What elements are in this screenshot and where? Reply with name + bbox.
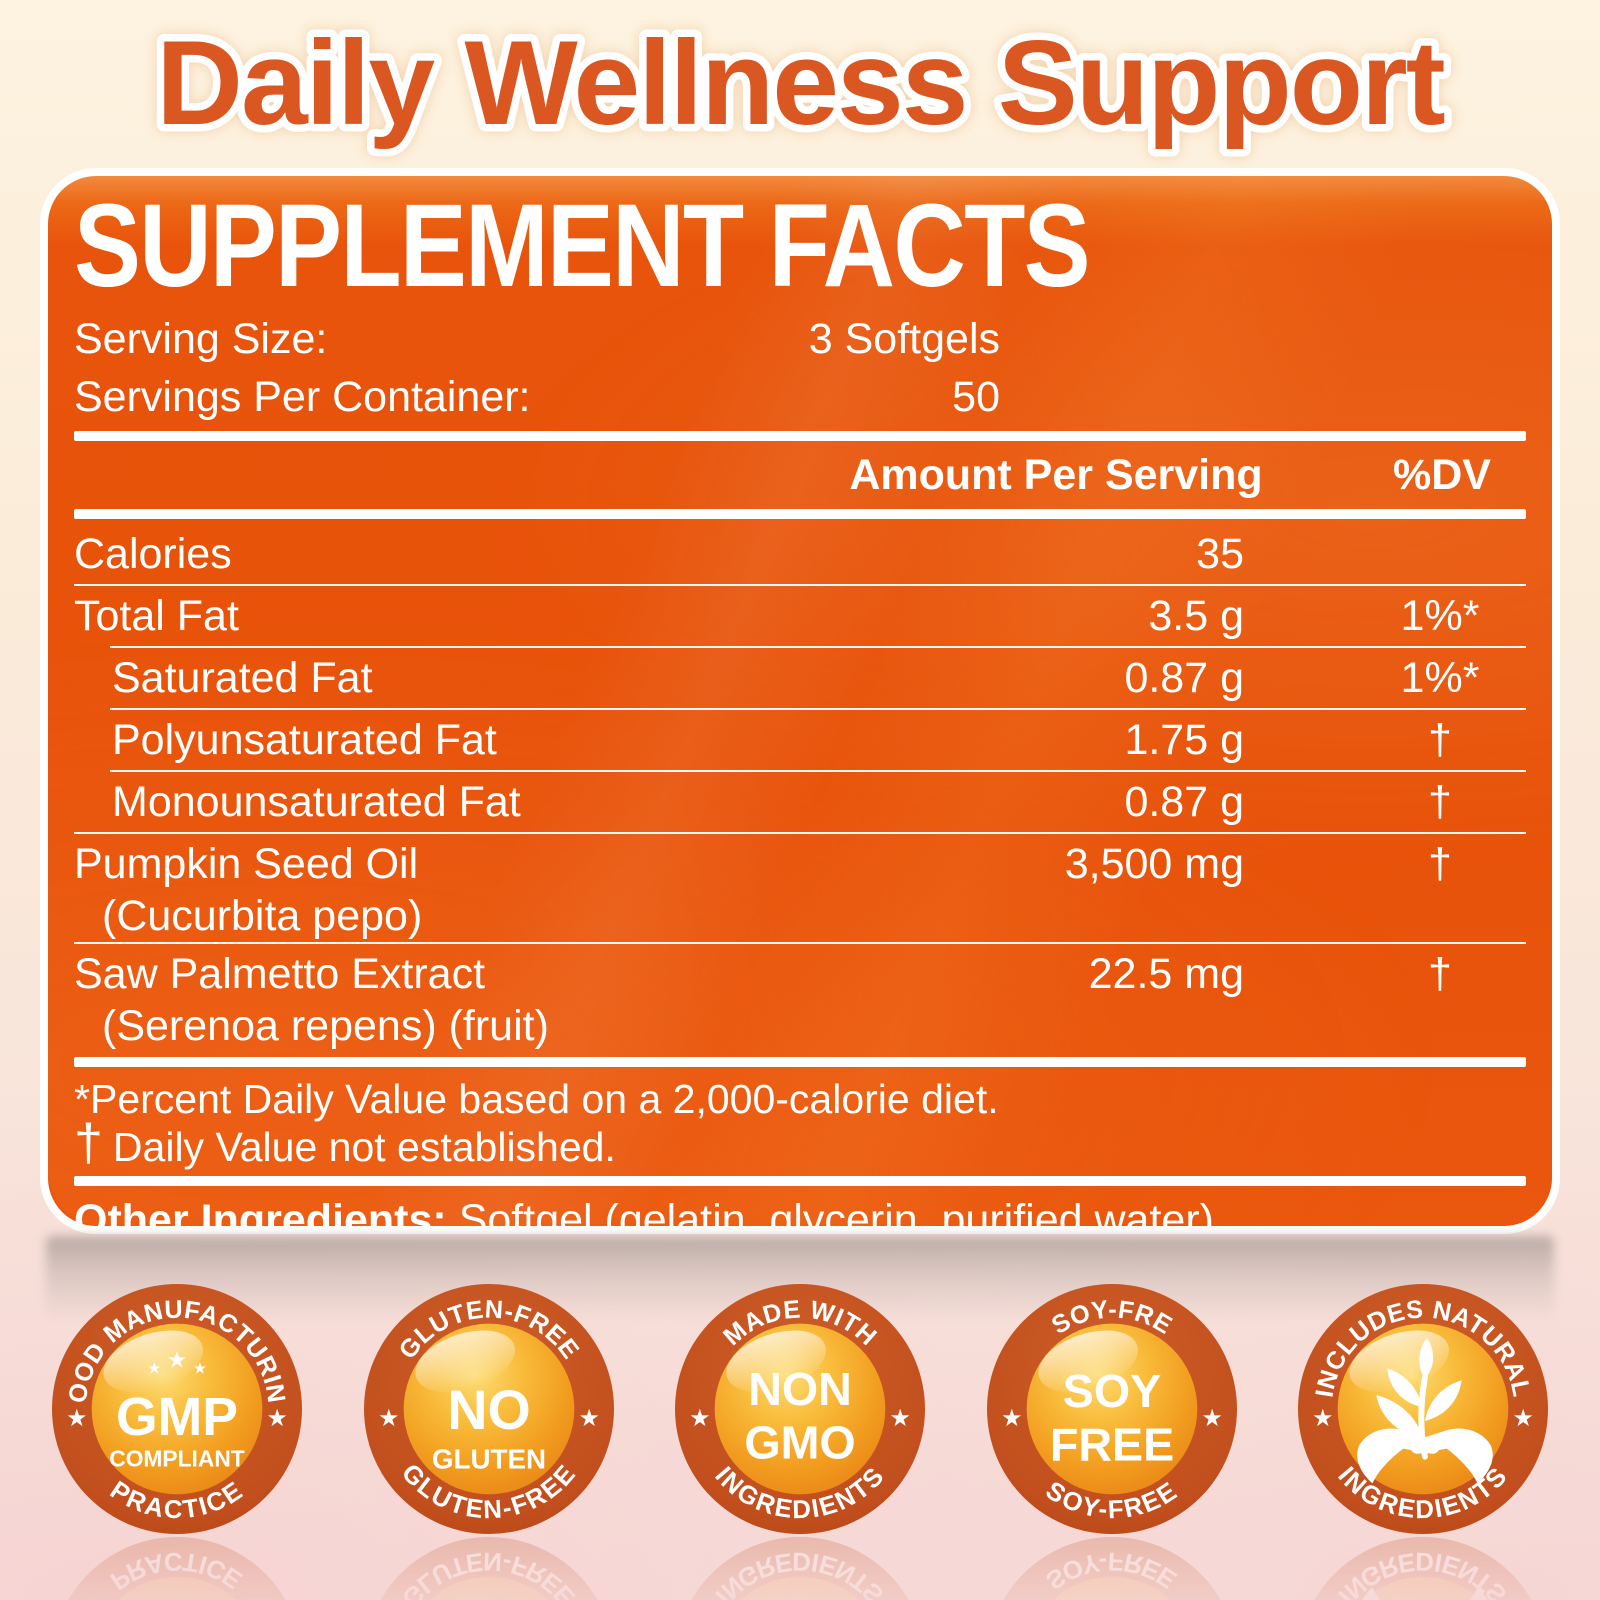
divider-thick [74, 431, 1526, 442]
sphere-gloss [1037, 1330, 1138, 1393]
serving-size-value: 3 Softgels [808, 315, 1000, 364]
footnote-text: Daily Value not established. [112, 1124, 616, 1171]
gmp-badge-icon: GOOD MANUFACTURING PRACTICE ★ ★ ★ ★ ★ GM… [52, 1284, 302, 1534]
non-gmo-badge-icon: MADE WITH INGREDIENTS ★ ★ NON GMO [675, 1284, 925, 1534]
divider-thick [74, 1057, 1526, 1068]
row-dv: † [1428, 949, 1452, 998]
row-dv: 1%* [1400, 653, 1480, 702]
footnote-percent-dv: * Percent Daily Value based on a 2,000-c… [74, 1075, 1526, 1123]
table-row-calories: Calories 35 [74, 524, 1526, 584]
row-label: Monounsaturated Fat [112, 777, 521, 826]
badge-center-line2: FREE [1049, 1419, 1173, 1471]
row-dv: 1%* [1400, 591, 1480, 640]
natural-ingredients-badge-icon: INCLUDES NATURAL INGREDIENTS ★ ★ [1298, 1284, 1548, 1534]
dagger-marker: † [74, 1114, 103, 1173]
page-title: Daily Wellness Support [156, 16, 1444, 150]
row-amount: 3.5 g [1148, 591, 1244, 640]
table-row-polyunsaturated-fat: Polyunsaturated Fat 1.75 g † [74, 710, 1526, 770]
sphere-gloss [726, 1330, 826, 1393]
badge-gmp-compliant: GOOD MANUFACTURING PRACTICE ★ ★ ★ ★ ★ GM… [52, 1284, 302, 1534]
other-ingredients-text: Softgel (gelatin, glycerin, purified wat… [458, 1196, 1226, 1234]
row-label: Pumpkin Seed Oil [74, 839, 419, 888]
badge-gluten-free: GLUTEN-FREE GLUTEN-FREE ★ ★ NO GLUTEN [363, 1284, 614, 1534]
table-row-total-fat: Total Fat 3.5 g 1%* [74, 586, 1526, 646]
row-amount: 22.5 mg [1088, 949, 1244, 998]
table-row-pumpkin-seed-oil: Pumpkin Seed Oil 3,500 mg † [74, 834, 1526, 894]
star-icon: ★ [1312, 1404, 1333, 1432]
soy-free-badge-icon: SOY-FRE SOY-FREE ★ ★ SOY FREE [986, 1284, 1237, 1534]
divider-thin [110, 646, 1526, 649]
row-dv: † [1428, 839, 1452, 888]
row-amount: 35 [1196, 529, 1244, 578]
star-icon: ★ [378, 1404, 399, 1432]
star-icon: ★ [267, 1404, 288, 1432]
divider-thin [110, 770, 1526, 773]
table-row-saw-palmetto: Saw Palmetto Extract 22.5 mg † [74, 944, 1526, 1004]
star-icon: ★ [578, 1404, 599, 1432]
asterisk-marker: * [74, 1076, 90, 1123]
supplement-facts-panel: SUPPLEMENT FACTS Serving Size: 3 Softgel… [40, 168, 1560, 1234]
row-amount: 0.87 g [1124, 777, 1244, 826]
badge-soy-free: SOY-FRE SOY-FREE ★ ★ SOY FREE [986, 1284, 1237, 1534]
other-ingredients-label: Other Ingredients: [74, 1196, 447, 1234]
divider-thin [74, 832, 1526, 835]
badge-center-line1: SOY [1062, 1365, 1160, 1417]
footnote-dv-not-established: † Daily Value not established. [74, 1114, 1526, 1173]
star-icon: ★ [1513, 1404, 1534, 1432]
row-amount: 0.87 g [1124, 653, 1244, 702]
page-title-graphic: Daily Wellness Support [149, 9, 1454, 158]
row-label: Saw Palmetto Extract [74, 949, 486, 998]
star-icon: ★ [1001, 1404, 1022, 1432]
table-row-monounsaturated-fat: Monounsaturated Fat 0.87 g † [74, 772, 1526, 832]
page-header: Daily Wellness Support [0, 0, 1600, 168]
divider-thin [110, 708, 1526, 711]
gluten-free-badge-icon: GLUTEN-FREE GLUTEN-FREE ★ ★ NO GLUTEN [363, 1284, 614, 1534]
table-row-saturated-fat: Saturated Fat 0.87 g 1%* [74, 648, 1526, 708]
row-sublabel: (Serenoa repens) (fruit) [102, 1002, 549, 1051]
row-label: Polyunsaturated Fat [112, 715, 497, 764]
certification-badges-row: GOOD MANUFACTURING PRACTICE ★ ★ ★ ★ ★ GM… [0, 1284, 1600, 1534]
row-label: Calories [74, 529, 232, 578]
footnote-text: Percent Daily Value based on a 2,000-cal… [89, 1076, 999, 1123]
badge-center-line2: GMO [744, 1417, 855, 1469]
sphere-gloss [414, 1330, 515, 1393]
servings-per-container-row: Servings Per Container: 50 [74, 368, 1526, 426]
star-icon: ★ [193, 1358, 207, 1377]
serving-size-label: Serving Size: [74, 315, 328, 364]
divider-thin [74, 942, 1526, 945]
divider-thin [74, 584, 1526, 587]
sphere-gloss [103, 1330, 203, 1393]
amount-per-serving-header: Amount Per Serving [849, 450, 1263, 499]
row-dv: † [1428, 715, 1452, 764]
badge-center-line2: COMPLIANT [109, 1446, 245, 1472]
supplement-facts-heading: SUPPLEMENT FACTS [74, 180, 1091, 312]
other-ingredients-row: Other Ingredients: Softgel (gelatin, glyc… [74, 1191, 1526, 1234]
badge-center-line1: GMP [116, 1388, 238, 1447]
row-label: Saturated Fat [112, 653, 373, 702]
hands-plant-icon [1357, 1337, 1493, 1484]
badge-center-line1: NON [748, 1363, 852, 1415]
serving-size-row: Serving Size: 3 Softgels [74, 310, 1526, 368]
star-icon: ★ [890, 1404, 911, 1432]
badge-center-line1: NO [447, 1379, 530, 1441]
badge-non-gmo: MADE WITH INGREDIENTS ★ ★ NON GMO [675, 1284, 925, 1534]
star-icon: ★ [1201, 1404, 1222, 1432]
badge-natural-ingredients: INCLUDES NATURAL INGREDIENTS ★ ★ [1298, 1284, 1548, 1534]
star-icon: ★ [147, 1358, 161, 1377]
servings-per-container-value: 50 [952, 373, 1000, 422]
servings-per-container-label: Servings Per Container: [74, 373, 531, 422]
row-label: Total Fat [74, 591, 239, 640]
star-icon: ★ [66, 1404, 87, 1432]
divider-thick [74, 509, 1526, 520]
row-amount: 3,500 mg [1064, 839, 1244, 888]
dv-header: %DV [1393, 450, 1491, 499]
row-dv: † [1428, 777, 1452, 826]
row-sublabel: (Cucurbita pepo) [102, 892, 423, 941]
star-icon: ★ [689, 1404, 710, 1432]
table-header-row: Amount Per Serving %DV [74, 446, 1526, 504]
row-amount: 1.75 g [1124, 715, 1244, 764]
star-icon: ★ [167, 1347, 187, 1373]
divider-thick [74, 1176, 1526, 1187]
badge-center-line2: GLUTEN [431, 1444, 545, 1475]
